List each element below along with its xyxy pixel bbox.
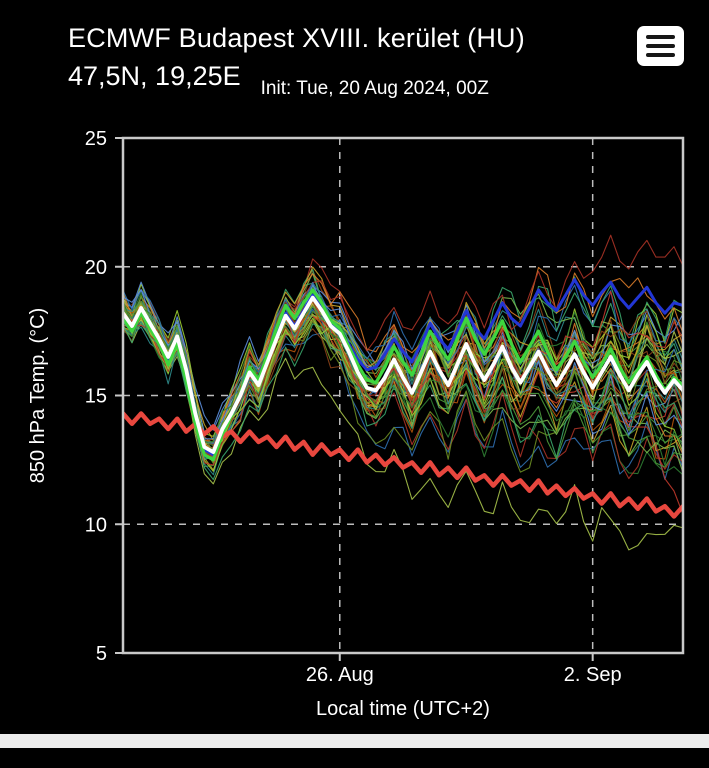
init-time-label: Init: Tue, 20 Aug 2024, 00Z — [260, 77, 489, 99]
x-axis-label: Local time (UTC+2) — [316, 698, 490, 720]
title-row: 47,5N, 19,25E Init: Tue, 20 Aug 2024, 00… — [68, 58, 709, 99]
y-tick-label: 10 — [85, 514, 107, 536]
header: ECMWF Budapest XVIII. kerület (HU) 47,5N… — [0, 0, 709, 110]
hamburger-menu-icon — [646, 44, 675, 48]
ensemble-member-line — [123, 266, 683, 450]
y-tick-label: 5 — [96, 643, 107, 665]
chart-svg: 25 20 15 10 5 26. Aug 2. Sep 850 hPa Temp. (°C)… — [27, 128, 685, 720]
climate-mean-line — [123, 411, 683, 519]
x-tick-label: 2. Sep — [564, 664, 622, 686]
meteogram-chart: 25 20 15 10 5 26. Aug 2. Sep 850 hPa Temp. (°C)… — [0, 110, 709, 734]
x-tick-label: 26. Aug — [306, 664, 374, 686]
ensemble-member-line — [123, 286, 683, 435]
ensemble-member-line — [123, 310, 683, 481]
hamburger-menu-icon — [646, 53, 675, 57]
coordinates-label: 47,5N, 19,25E — [68, 60, 241, 91]
y-tick-label: 25 — [85, 128, 107, 150]
hamburger-menu-icon — [646, 35, 675, 39]
page-title: ECMWF Budapest XVIII. kerület (HU) — [68, 23, 525, 53]
hamburger-menu-button[interactable] — [637, 26, 684, 66]
ensemble-member-line — [123, 281, 683, 445]
y-axis-label: 850 hPa Temp. (°C) — [27, 308, 49, 484]
plot-area — [123, 234, 683, 551]
y-tick-label: 15 — [85, 386, 107, 408]
ensemble-mean-line — [123, 295, 683, 455]
bottom-strip — [0, 734, 709, 748]
y-tick-label: 20 — [85, 257, 107, 279]
control-run-line — [123, 288, 683, 462]
